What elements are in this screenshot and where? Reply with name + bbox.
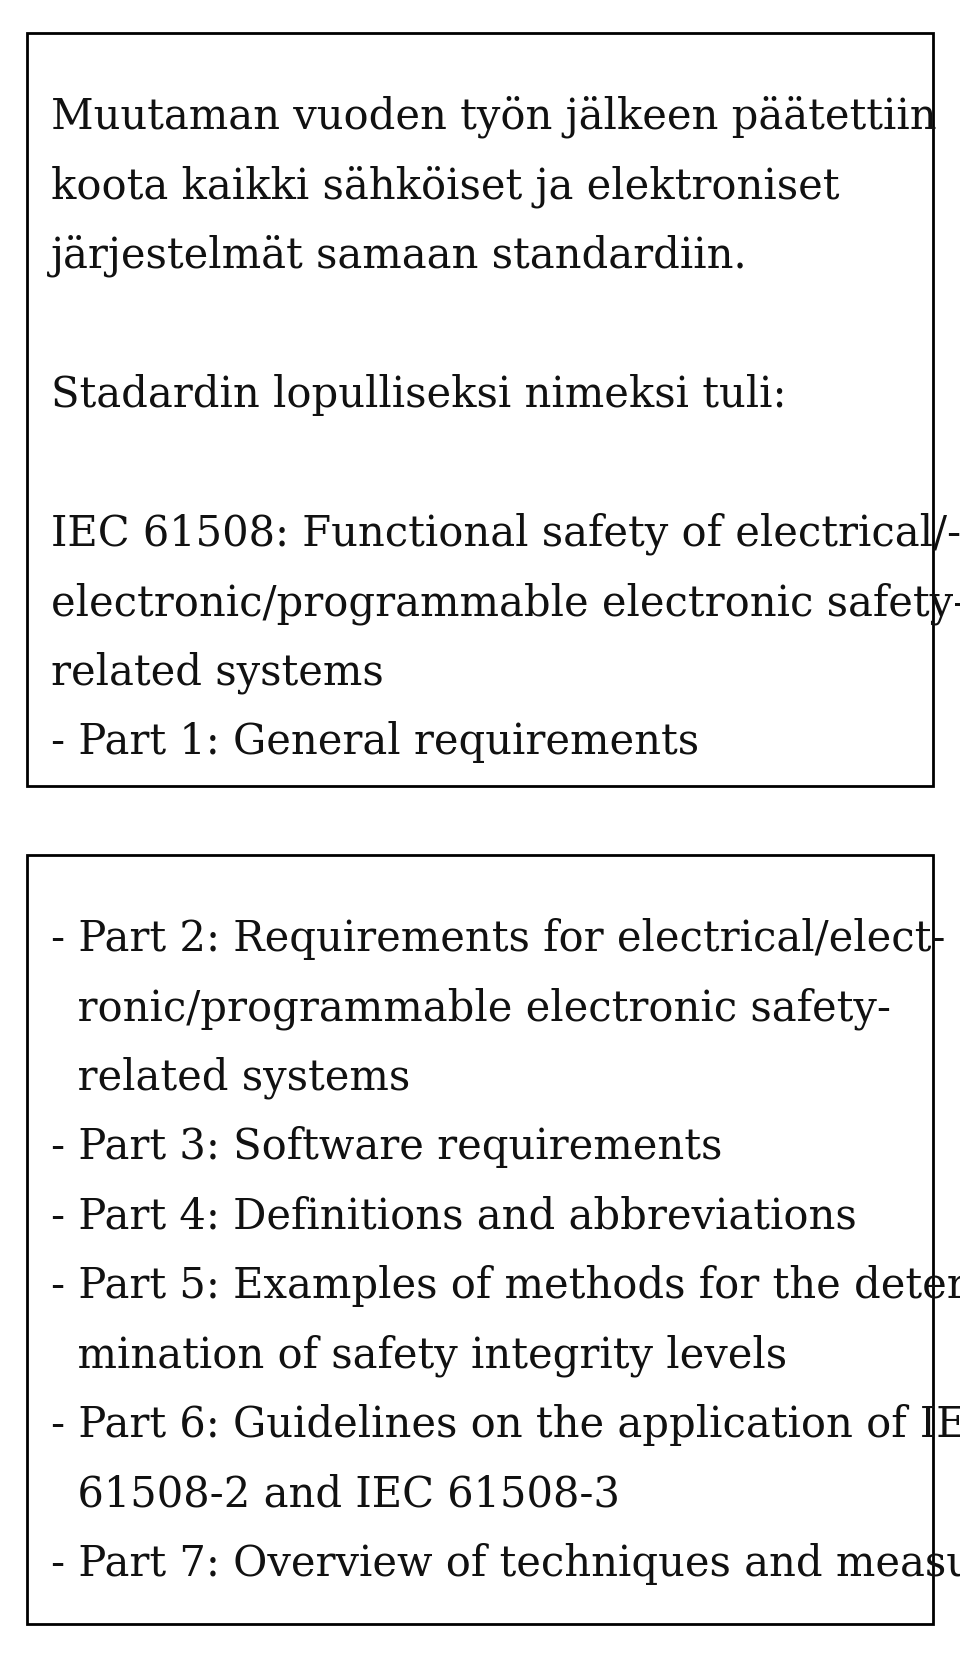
FancyBboxPatch shape — [27, 33, 933, 786]
Text: - Part 3: Software requirements: - Part 3: Software requirements — [51, 1126, 722, 1168]
Text: - Part 7: Overview of techniques and measures: - Part 7: Overview of techniques and mea… — [51, 1543, 960, 1585]
Text: - Part 5: Examples of methods for the deter-: - Part 5: Examples of methods for the de… — [51, 1265, 960, 1307]
Text: koota kaikki sähköiset ja elektroniset: koota kaikki sähköiset ja elektroniset — [51, 165, 839, 208]
Text: ronic/programmable electronic safety-: ronic/programmable electronic safety- — [51, 987, 891, 1030]
Text: mination of safety integrity levels: mination of safety integrity levels — [51, 1335, 787, 1378]
Text: 61508-2 and IEC 61508-3: 61508-2 and IEC 61508-3 — [51, 1474, 620, 1515]
FancyBboxPatch shape — [27, 855, 933, 1624]
Text: Stadardin lopulliseksi nimeksi tuli:: Stadardin lopulliseksi nimeksi tuli: — [51, 374, 786, 415]
Text: electronic/programmable electronic safety-: electronic/programmable electronic safet… — [51, 582, 960, 625]
Text: järjestelmät samaan standardiin.: järjestelmät samaan standardiin. — [51, 235, 748, 278]
Text: - Part 1: General requirements: - Part 1: General requirements — [51, 721, 699, 762]
Text: related systems: related systems — [51, 652, 384, 695]
Text: - Part 6: Guidelines on the application of IEC: - Part 6: Guidelines on the application … — [51, 1404, 960, 1446]
Text: - Part 2: Requirements for electrical/elect-: - Part 2: Requirements for electrical/el… — [51, 918, 946, 959]
Text: Muutaman vuoden työn jälkeen päätettiin: Muutaman vuoden työn jälkeen päätettiin — [51, 96, 937, 139]
Text: - Part 4: Definitions and abbreviations: - Part 4: Definitions and abbreviations — [51, 1196, 856, 1237]
Text: related systems: related systems — [51, 1057, 410, 1100]
Text: IEC 61508: Functional safety of electrical/-: IEC 61508: Functional safety of electric… — [51, 513, 960, 556]
